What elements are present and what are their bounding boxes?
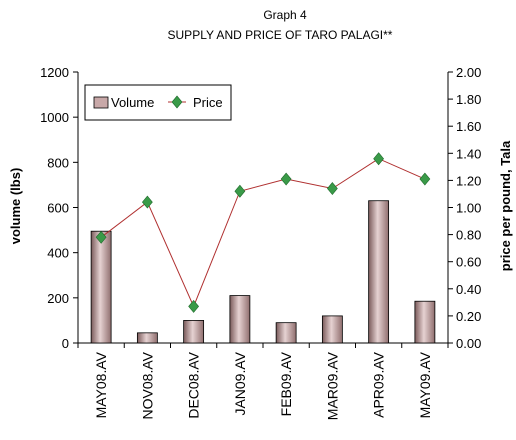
y-tick-label-left: 0 xyxy=(62,336,69,351)
chart-title: Graph 4 xyxy=(263,8,307,22)
x-tick-label: MAR09.AV xyxy=(324,351,340,420)
y-tick-label-left: 200 xyxy=(47,291,69,306)
y-tick-label-left: 600 xyxy=(47,201,69,216)
volume-bar xyxy=(275,322,297,344)
volume-bar xyxy=(368,200,390,344)
volume-bar xyxy=(136,332,158,344)
x-tick-labels: MAY08.AV NOV08.AV DEC08.AV JAN09.AV FEB09.AV… xyxy=(93,351,433,420)
volume-bar xyxy=(321,315,343,344)
volume-bar xyxy=(183,320,205,344)
price-point xyxy=(373,152,385,166)
x-tick-label: MAY09.AV xyxy=(417,351,433,418)
y-tick-label-right: 0.40 xyxy=(456,282,481,297)
y-tick-label-right: 2.00 xyxy=(456,65,481,80)
y-tick-label-right: 0.80 xyxy=(456,228,481,243)
y-tick-label-right: 1.40 xyxy=(456,146,481,161)
legend-price-marker xyxy=(171,95,183,109)
price-point xyxy=(234,184,246,198)
legend-box xyxy=(84,84,232,121)
price-point xyxy=(95,230,107,244)
y-tick-label-left: 1000 xyxy=(40,110,69,125)
volume-bar xyxy=(90,230,112,344)
price-point xyxy=(141,195,153,209)
price-point xyxy=(188,299,200,313)
volume-bar xyxy=(414,300,436,344)
price-point xyxy=(419,172,431,186)
y-tick-label-right: 0.20 xyxy=(456,309,481,324)
y-tick-label-left: 1200 xyxy=(40,65,69,80)
x-tick-label: DEC08.AV xyxy=(186,351,202,418)
price-series-line xyxy=(100,158,426,308)
x-tick-label: APR09.AV xyxy=(371,351,387,418)
x-tick-label: NOV08.AV xyxy=(139,351,155,419)
chart-subtitle: SUPPLY AND PRICE OF TARO PALAGI** xyxy=(168,28,393,42)
y-tick-label-right: 1.80 xyxy=(456,92,481,107)
x-tick-label: JAN09.AV xyxy=(232,351,248,415)
price-point xyxy=(280,172,292,186)
legend: Volume Price xyxy=(84,84,232,121)
y-tick-label-right: 1.60 xyxy=(456,119,481,134)
legend-volume-label: Volume xyxy=(111,95,154,110)
axes: 0 200 400 600 800 1000 1200 0.00 0.20 0.40 0.60 0.8… xyxy=(40,65,481,351)
y-tick-label-right: 0.60 xyxy=(456,255,481,270)
price-line xyxy=(95,152,431,313)
legend-price-label: Price xyxy=(193,95,223,110)
x-tick-label: FEB09.AV xyxy=(278,351,294,416)
y-axis-title-left: volume (lbs) xyxy=(8,168,23,245)
y-tick-label-right: 1.20 xyxy=(456,173,481,188)
y-tick-label-left: 400 xyxy=(47,246,69,261)
volume-bars xyxy=(90,200,436,344)
y-tick-label-right: 0.00 xyxy=(456,336,481,351)
price-point xyxy=(326,182,338,195)
y-axis-title-right: price per pound, Tala xyxy=(498,140,513,271)
y-tick-label-left: 800 xyxy=(47,155,69,170)
x-tick-label: MAY08.AV xyxy=(93,351,109,418)
volume-bar xyxy=(229,295,251,344)
y-tick-label-right: 1.00 xyxy=(456,201,481,216)
legend-volume-swatch xyxy=(93,96,109,109)
